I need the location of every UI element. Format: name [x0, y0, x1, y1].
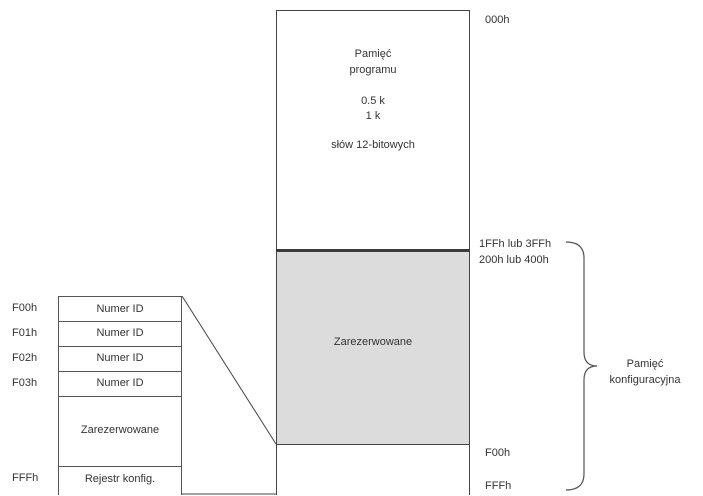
config-reserved-label: Zarezerwowane — [80, 424, 160, 436]
connector-line-top — [181, 295, 277, 445]
program-end-divider — [276, 249, 470, 252]
config-row-label: Numer ID — [96, 377, 144, 389]
left-address-f02h: F02h — [12, 352, 38, 364]
address-start: 000h — [485, 14, 510, 26]
address-reserved-start: 200h lub 400h — [479, 254, 549, 266]
program-memory-word-size: słów 12-bitowych — [331, 139, 415, 151]
config-register-label: Rejestr konfig. — [84, 473, 156, 485]
config-row-f01h: Numer ID — [59, 321, 181, 347]
config-memory-label-2: konfiguracyjna — [609, 374, 681, 386]
config-memory-lower-block — [276, 444, 470, 495]
config-memory-brace — [565, 241, 598, 491]
left-address-fffh: FFFh — [12, 472, 39, 484]
config-row-label: Numer ID — [96, 303, 144, 315]
config-row-f03h: Numer ID — [59, 371, 181, 397]
address-config-start: F00h — [485, 447, 511, 459]
program-memory-size-2: 1 k — [365, 110, 381, 122]
left-address-f03h: F03h — [12, 377, 38, 389]
reserved-memory-label: Zarezerwowane — [333, 336, 413, 348]
config-detail-table: Numer ID Numer ID Numer ID Numer ID Zare… — [58, 296, 182, 495]
address-program-end: 1FFh lub 3FFh — [479, 238, 552, 250]
config-row-f00h: Numer ID — [59, 297, 181, 322]
address-end: FFFh — [485, 480, 512, 492]
config-memory-label-1: Pamięć — [626, 358, 664, 370]
reserved-memory-block — [276, 252, 470, 444]
config-row-f02h: Numer ID — [59, 346, 181, 372]
config-row-label: Numer ID — [96, 352, 144, 364]
config-row-reserved: Zarezerwowane — [59, 396, 181, 467]
program-memory-title-2: programu — [349, 64, 397, 76]
config-row-register: Rejestr konfig. — [59, 466, 181, 496]
program-memory-size-1: 0.5 k — [361, 95, 385, 107]
program-memory-block — [276, 10, 470, 251]
program-memory-title-1: Pamięć — [354, 48, 392, 60]
left-address-f00h: F00h — [12, 302, 38, 314]
config-row-label: Numer ID — [96, 327, 144, 339]
left-address-f01h: F01h — [12, 327, 38, 339]
